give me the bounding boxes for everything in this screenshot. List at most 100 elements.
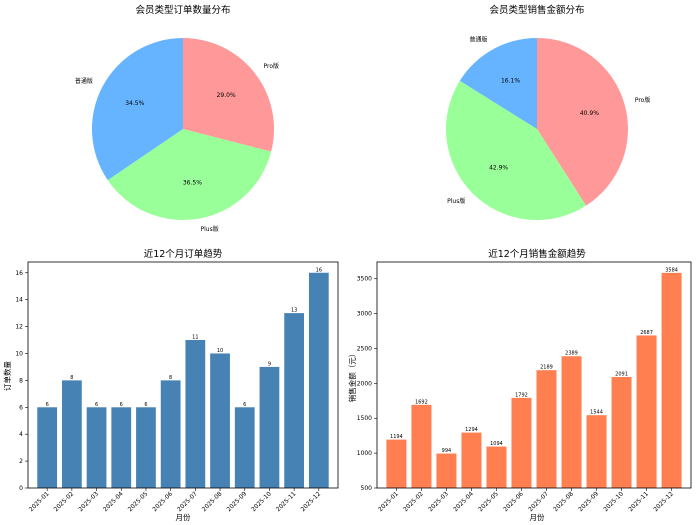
order-count-pie-chart: 会员类型订单数量分布 29.0% Pro版 36.5% Plus版 34.5% 普通版 [75, 4, 279, 233]
order-bar-bar-value-10: 13 [291, 308, 297, 314]
order-bar-xtick-label-11: 2025-12 [300, 490, 323, 513]
sales-bar-xtick-label-7: 2025-08 [552, 490, 575, 513]
sales-bar-bar-2 [436, 453, 457, 488]
order-bar-ytick-label-8: 16 [15, 270, 23, 277]
order-pie-slice-0 [183, 38, 275, 152]
order-bar-xtick-label-6: 2025-07 [176, 490, 199, 513]
sales-pie-slice-pct-2: 16.1% [501, 78, 520, 85]
sales-bar-bar-1 [411, 404, 432, 488]
order-bar-bar-10 [284, 313, 305, 488]
sales-bar-bar-9 [611, 377, 632, 488]
order-bar-bar-8 [234, 407, 255, 488]
order-bar-xtick-label-2: 2025-03 [77, 490, 100, 513]
order-bar-bar-6 [185, 340, 206, 488]
sales-bar-bar-value-10: 2687 [640, 330, 653, 336]
sales-pie-slice-label-2: 普通版 [470, 35, 488, 43]
order-bar-ytick-label-4: 8 [19, 377, 23, 384]
sales-bar-bar-4 [486, 446, 507, 488]
order-pie-slice-label-1: Plus版 [201, 225, 219, 233]
sales-bar-bar-value-2: 994 [442, 448, 452, 454]
order-bar-bar-9 [259, 366, 280, 488]
sales-bar-xtick-label-3: 2025-04 [452, 490, 475, 513]
order-bar-bar-value-6: 11 [192, 335, 198, 341]
sales-bar-xtick-label-6: 2025-07 [527, 490, 550, 513]
sales-pie-slice-pct-1: 42.9% [489, 164, 508, 171]
sales-bar-ytick-label-5: 3000 [357, 311, 372, 318]
sales-pie-slice-pct-0: 40.9% [580, 110, 599, 117]
sales-bar-bar-8 [586, 415, 607, 488]
order-bar-ytick-label-1: 2 [19, 458, 23, 465]
order-pie-slice-label-2: 普通版 [75, 77, 93, 85]
sales-bar-xtick-label-10: 2025-11 [627, 490, 650, 513]
order-bar-bar-7 [210, 353, 230, 488]
order-bar-ytick-label-0: 0 [19, 485, 23, 492]
order-bar-bar-5 [160, 380, 181, 488]
order-bar-xtick-label-7: 2025-08 [201, 490, 224, 513]
order-bar-xtick-label-1: 2025-02 [53, 490, 76, 513]
order-bar-bar-11 [308, 272, 329, 488]
sales-bar-plot-frame [376, 261, 692, 489]
sales-bar-bar-value-9: 2091 [615, 372, 628, 378]
sales-pie-slice-1 [445, 80, 587, 220]
sales-bar-xtick-label-0: 2025-01 [377, 490, 400, 513]
order-bar-xtick-label-5: 2025-06 [151, 490, 174, 513]
order-bar-xtick-label-4: 2025-05 [127, 490, 150, 513]
sales-pie-title: 会员类型销售金额分布 [489, 4, 584, 16]
sales-bar-xtick-label-2: 2025-03 [427, 490, 450, 513]
order-bar-bar-1 [61, 380, 82, 488]
sales-bar-bar-5 [511, 397, 532, 488]
sales-bar-xtick-label-9: 2025-10 [602, 490, 625, 513]
order-bar-bar-2 [86, 407, 107, 488]
sales-bar-ytick-label-4: 2500 [357, 345, 372, 352]
order-bar-bar-value-2: 6 [95, 402, 98, 408]
order-bar-xtick-label-9: 2025-10 [250, 490, 273, 513]
order-bar-bar-value-9: 9 [268, 361, 271, 367]
order-bar-bar-0 [37, 407, 58, 488]
sales-bar-bar-value-0: 1194 [390, 434, 403, 440]
order-bar-xtick-label-0: 2025-01 [28, 490, 51, 513]
order-pie-slice-pct-1: 36.5% [183, 179, 202, 186]
order-bar-ytick-label-3: 6 [19, 404, 23, 411]
sales-bar-bar-6 [536, 370, 557, 488]
order-pie-slice-2 [91, 38, 183, 181]
sales-bar-bar-value-1: 1692 [415, 399, 428, 405]
sales-bar-bar-value-8: 1544 [590, 410, 603, 416]
sales-bar-bar-value-5: 1792 [515, 392, 528, 398]
order-pie-slice-label-0: Pro版 [264, 62, 280, 70]
order-bar-xtick-label-10: 2025-11 [275, 490, 298, 513]
order-bar-ytick-label-7: 14 [15, 297, 23, 304]
sales-bar-bar-value-7: 2389 [565, 351, 578, 357]
order-bar-ytick-label-6: 12 [15, 324, 23, 331]
sales-bar-ylabel: 销售金额（元） [347, 350, 357, 403]
sales-bar-xtick-label-5: 2025-06 [502, 490, 525, 513]
sales-bar-ytick-label-6: 3500 [357, 276, 372, 283]
order-bar-ytick-label-5: 10 [15, 350, 23, 357]
order-bar-title: 近12个月订单趋势 [144, 248, 223, 260]
sales-bar-xtick-label-8: 2025-09 [577, 490, 600, 513]
order-bar-xlabel: 月份 [176, 512, 191, 522]
order-bar-bar-value-3: 6 [120, 402, 123, 408]
order-pie-title: 会员类型订单数量分布 [135, 4, 230, 16]
order-bar-bar-4 [136, 407, 156, 488]
order-bar-bar-value-0: 6 [46, 402, 49, 408]
sales-pie-slice-2 [459, 38, 537, 129]
sales-bar-bar-3 [461, 432, 482, 488]
order-bar-ylabel: 订单数量 [2, 361, 12, 391]
order-bar-bar-value-8: 6 [243, 402, 246, 408]
order-pie-slice-pct-2: 34.5% [125, 100, 144, 107]
sales-bar-bar-value-11: 3584 [665, 267, 678, 273]
sales-bar-bar-7 [561, 356, 582, 488]
sales-bar-bar-0 [386, 439, 407, 488]
sales-bar-xlabel: 月份 [530, 512, 545, 522]
sales-amount-pie-chart: 会员类型销售金额分布 40.9% Pro版 42.9% Plus版 16.1% 普通版 [445, 4, 650, 220]
sales-bar-ytick-label-1: 1000 [357, 450, 372, 457]
sales-bar-xtick-label-11: 2025-12 [652, 490, 675, 513]
sales-pie-slice-0 [537, 38, 628, 206]
sales-bar-bar-11 [661, 272, 682, 488]
sales-bar-xtick-label-1: 2025-02 [402, 490, 425, 513]
order-pie-slice-1 [107, 129, 272, 221]
sales-bar-bar-value-6: 2189 [540, 365, 553, 371]
sales-bar-bar-value-4: 1094 [490, 441, 503, 447]
order-bar-bar-3 [111, 407, 132, 488]
